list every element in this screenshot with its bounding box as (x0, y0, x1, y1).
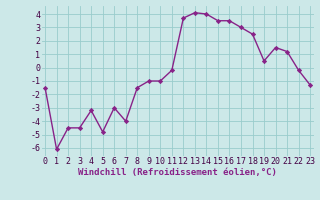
X-axis label: Windchill (Refroidissement éolien,°C): Windchill (Refroidissement éolien,°C) (78, 168, 277, 177)
